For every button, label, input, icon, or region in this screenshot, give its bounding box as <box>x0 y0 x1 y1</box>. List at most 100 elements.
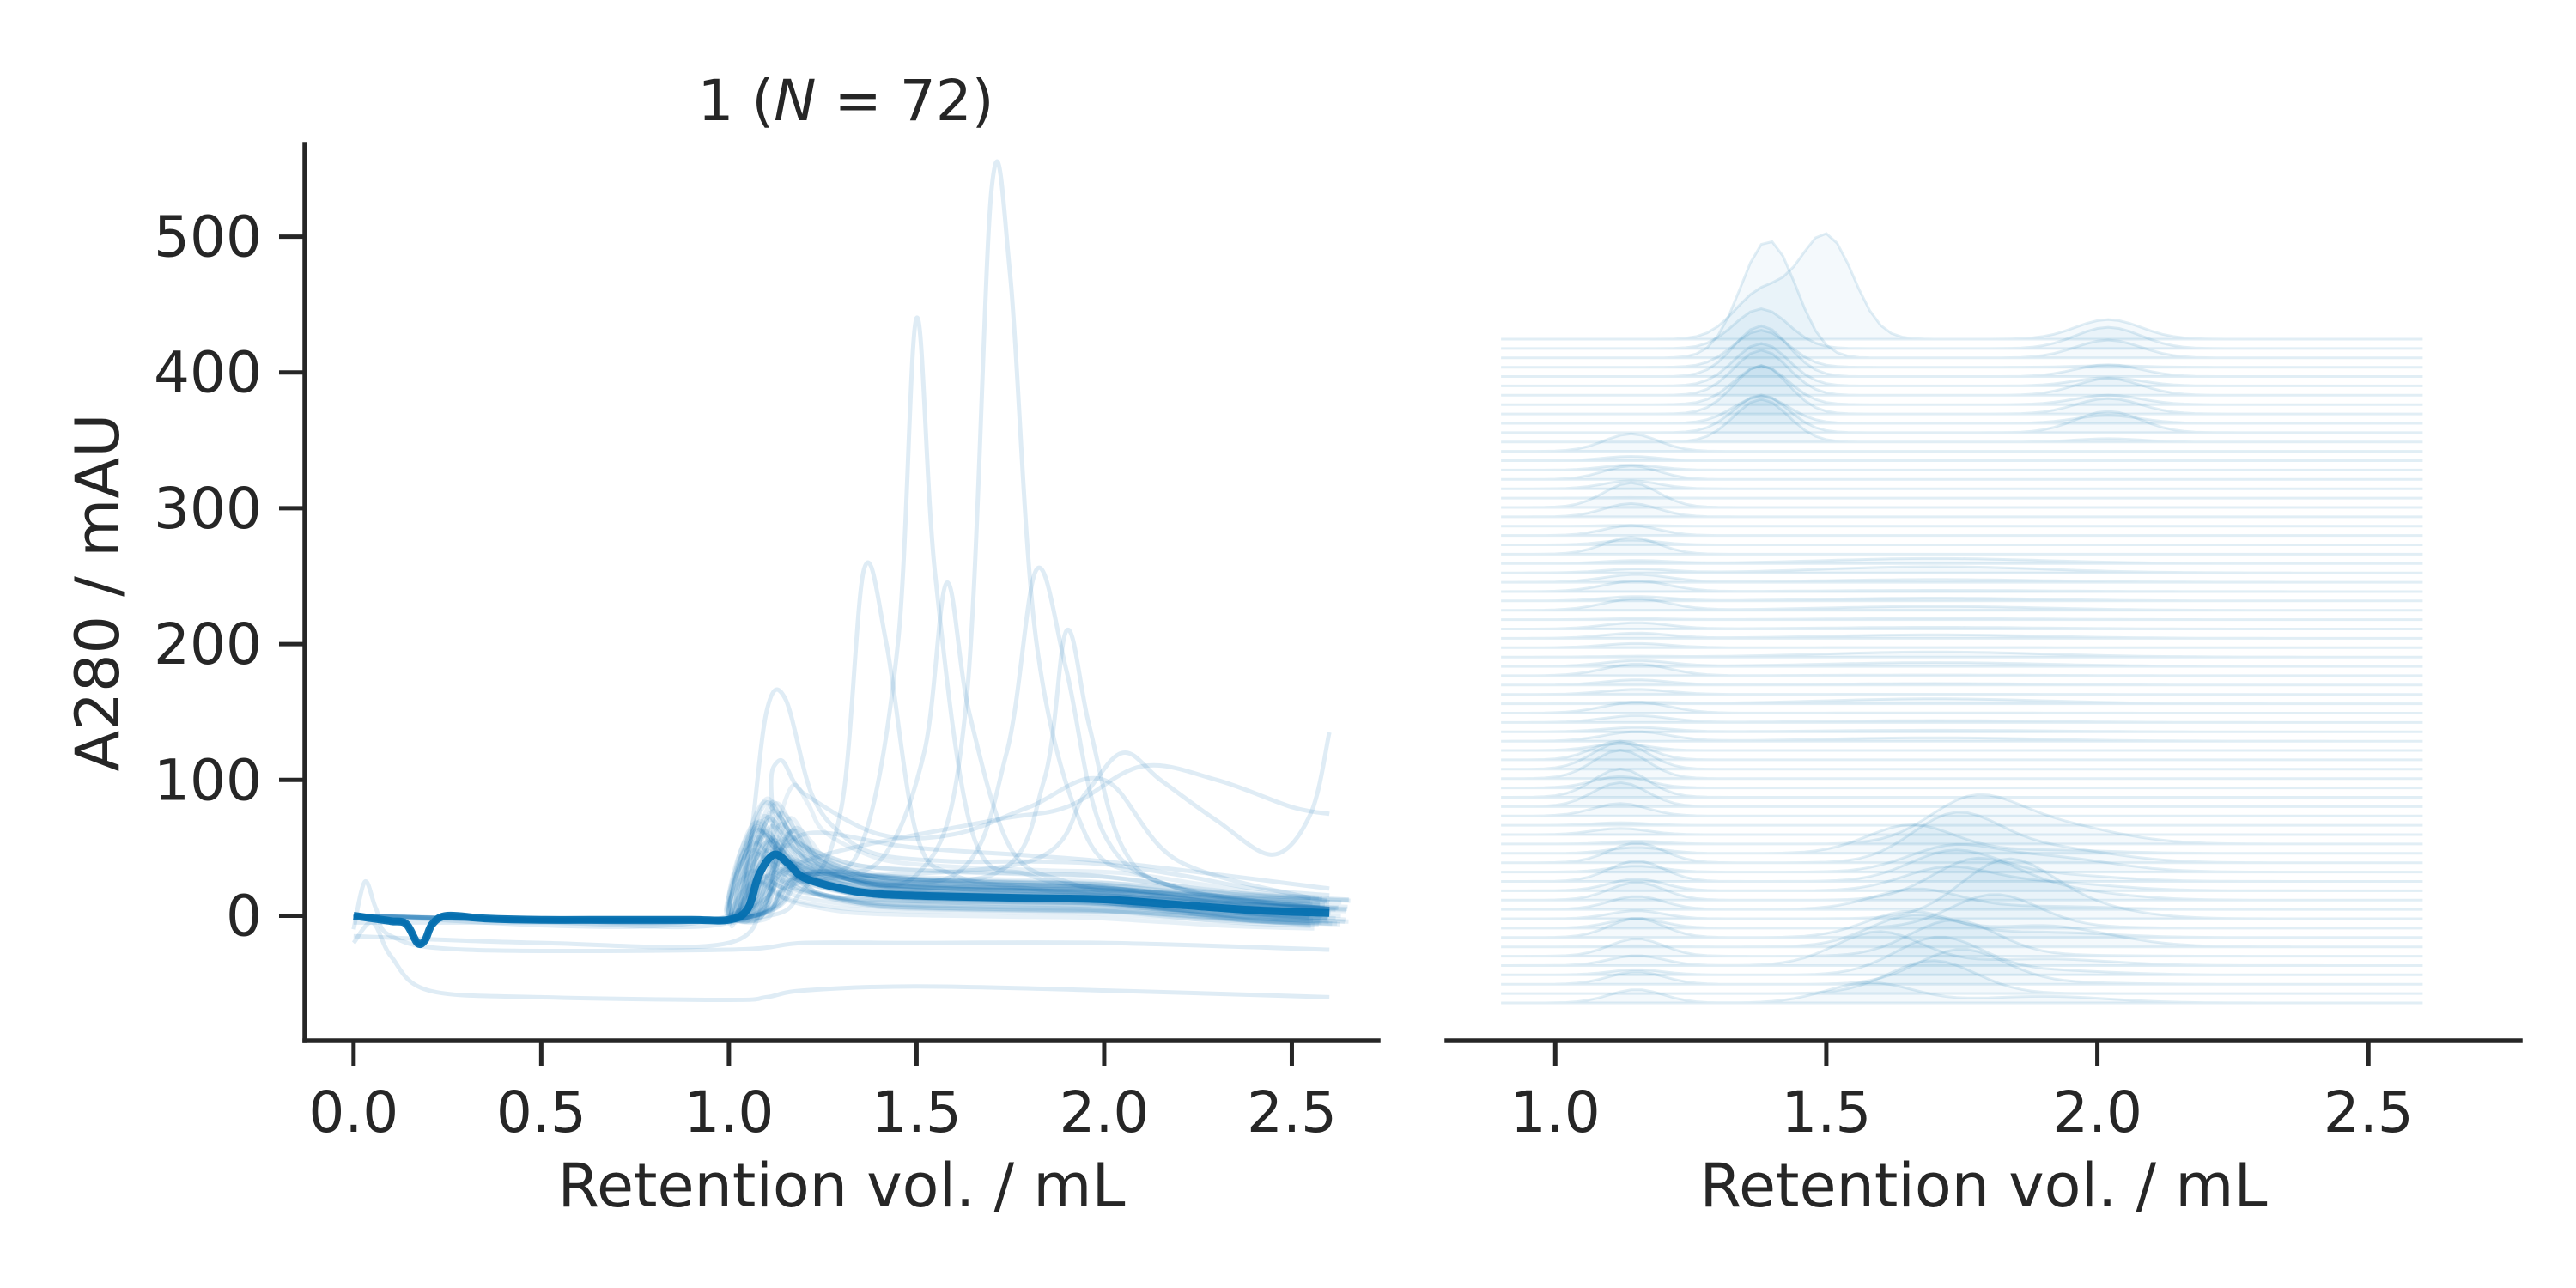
y-tick-label: 500 <box>154 204 262 270</box>
ridgeline-row <box>1501 324 2423 378</box>
left-traces <box>351 159 1351 1003</box>
right-x-axis-title: Retention vol. / mL <box>1699 1151 2267 1221</box>
left-title-variable: N <box>774 68 816 134</box>
y-tick-label: 200 <box>154 611 262 677</box>
ridgeline-row <box>1501 678 2423 687</box>
ridgeline-row <box>1501 802 2423 817</box>
ridgeline-row <box>1501 538 2423 546</box>
right-panel: 1.0 1.5 2.0 2.5 Retention vol. / mL <box>1444 232 2523 1221</box>
trace-line <box>353 159 1330 925</box>
left-title-prefix: 1 ( <box>697 68 774 134</box>
ridgeline-row <box>1501 393 2423 434</box>
ridgeline-row <box>1501 463 2423 471</box>
ridgeline-row <box>1501 621 2423 630</box>
right-x-ticks: 1.0 1.5 2.0 2.5 <box>1510 1041 2414 1145</box>
ridgeline-row <box>1501 349 2423 397</box>
ridgeline-row <box>1501 328 2423 369</box>
ridgeline-row <box>1501 981 2423 1005</box>
y-tick-label: 0 <box>226 883 262 949</box>
ridgeline-row <box>1501 821 2423 827</box>
trace-line <box>351 879 1330 954</box>
ridgeline-row <box>1501 827 2423 836</box>
ridgeline-row <box>1501 959 2423 995</box>
ridgeline-row <box>1501 394 2423 425</box>
ridgeline-row <box>1501 887 2423 911</box>
ridgeline-row <box>1501 775 2423 790</box>
ridgeline-row <box>1501 918 2423 958</box>
left-x-axis-title: Retention vol. / mL <box>557 1151 1125 1221</box>
ridgeline-row <box>1501 842 2423 874</box>
trace-line <box>353 687 1330 930</box>
left-panel: 1 (N = 72) 0 100 200 300 400 500 0.0 0.5 1.0 1.5… <box>63 68 1381 1221</box>
trace-line <box>353 830 1330 950</box>
ridgeline-row <box>1501 342 2423 387</box>
x-tick-label: 2.0 <box>1059 1079 1149 1145</box>
ridgeline-row <box>1501 739 2423 762</box>
ridgeline-row <box>1501 650 2423 659</box>
ridgeline-row <box>1501 701 2423 714</box>
ridgeline-row <box>1501 481 2423 509</box>
ridgeline-row <box>1501 730 2423 743</box>
ridgeline-row <box>1501 556 2423 565</box>
left-y-ticks: 0 100 200 300 400 500 <box>154 204 305 949</box>
ridgeline-row <box>1501 524 2423 538</box>
ridgeline-row <box>1501 617 2423 622</box>
ridgeline-row <box>1501 865 2423 892</box>
ridgeline-row <box>1501 726 2423 733</box>
trace-line <box>353 560 1330 924</box>
ridgeline-row <box>1501 935 2423 976</box>
ridgeline-row <box>1501 631 2423 640</box>
x-tick-label: 1.5 <box>1781 1079 1871 1145</box>
ridgeline-row <box>1501 232 2423 341</box>
y-tick-label: 400 <box>154 340 262 406</box>
ridgeline-row <box>1501 697 2423 706</box>
ridgeline-row <box>1501 641 2423 649</box>
ridgeline-row <box>1501 857 2423 920</box>
ridgeline-row <box>1501 856 2423 902</box>
x-tick-label: 0.5 <box>496 1079 586 1145</box>
ridgeline-row <box>1501 464 2423 481</box>
ridgeline-row <box>1501 948 2423 986</box>
x-tick-label: 2.5 <box>2324 1079 2414 1145</box>
x-tick-label: 0.0 <box>308 1079 398 1145</box>
ridgeline-row <box>1501 364 2423 406</box>
ridgeline-row <box>1501 848 2423 883</box>
ridgeline-row <box>1501 663 2423 677</box>
x-tick-label: 1.5 <box>872 1079 962 1145</box>
ridgeline-row <box>1501 823 2423 855</box>
ridgeline-row <box>1501 688 2423 696</box>
ridgeline-row <box>1501 432 2423 453</box>
ridgeline-row <box>1501 909 2423 939</box>
ridgeline-row <box>1501 714 2423 724</box>
y-tick-label: 300 <box>154 476 262 542</box>
ridgeline-row <box>1501 893 2423 930</box>
trace-line <box>351 920 1330 1003</box>
ridgeline-row <box>1501 767 2423 799</box>
ridgeline-row <box>1501 595 2423 603</box>
ridgeline-row <box>1501 240 2423 360</box>
y-tick-label: 100 <box>154 747 262 813</box>
left-x-ticks: 0.0 0.5 1.0 1.5 2.0 2.5 <box>308 1041 1337 1145</box>
x-tick-label: 2.5 <box>1247 1079 1337 1145</box>
x-tick-label: 1.0 <box>683 1079 774 1145</box>
ridgeline-row <box>1501 573 2423 584</box>
ridgeline-row <box>1501 495 2423 500</box>
left-panel-title: 1 (N = 72) <box>697 68 993 134</box>
ridgeline-row <box>1501 781 2423 808</box>
ridgeline-row <box>1501 307 2423 350</box>
ridgeline-row <box>1501 398 2423 444</box>
ridgeline-row <box>1501 748 2423 781</box>
ridgeline-row <box>1501 742 2423 752</box>
ridgeline-row <box>1501 793 2423 846</box>
ridgeline-row <box>1501 930 2423 967</box>
ridgeline-row <box>1501 364 2423 416</box>
ridgeline-row <box>1501 659 2423 668</box>
trace-line <box>353 315 1330 925</box>
ridgeline-row <box>1501 536 2423 556</box>
ridgeline-row <box>1501 479 2423 490</box>
right-ridgeline-traces <box>1501 232 2423 1005</box>
ridgeline-row <box>1501 597 2423 612</box>
ridgeline-row <box>1501 913 2423 949</box>
